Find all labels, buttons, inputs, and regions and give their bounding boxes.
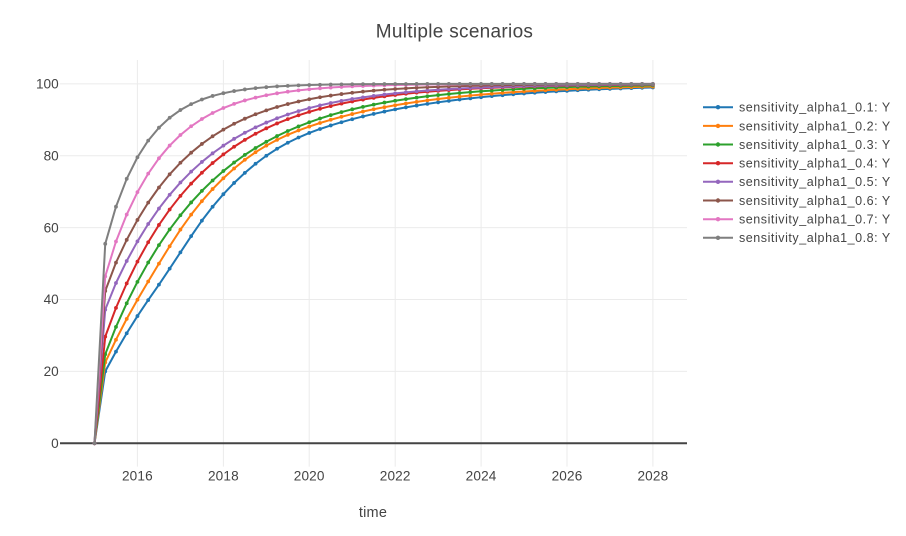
svg-text:Multiple scenarios: Multiple scenarios <box>376 21 533 42</box>
svg-text:sensitivity_alpha1_0.4: Y: sensitivity_alpha1_0.4: Y <box>739 157 891 171</box>
svg-text:2024: 2024 <box>466 469 497 484</box>
svg-text:sensitivity_alpha1_0.8: Y: sensitivity_alpha1_0.8: Y <box>739 231 891 245</box>
svg-text:time: time <box>359 505 387 521</box>
svg-text:80: 80 <box>44 148 60 163</box>
svg-text:2020: 2020 <box>294 469 325 484</box>
svg-text:2026: 2026 <box>552 469 583 484</box>
svg-text:100: 100 <box>36 77 59 92</box>
svg-text:2028: 2028 <box>637 469 668 484</box>
svg-text:sensitivity_alpha1_0.6: Y: sensitivity_alpha1_0.6: Y <box>739 194 891 208</box>
svg-text:2022: 2022 <box>380 469 411 484</box>
svg-text:40: 40 <box>44 292 60 307</box>
svg-text:0: 0 <box>51 436 59 451</box>
svg-text:20: 20 <box>44 364 60 379</box>
svg-text:60: 60 <box>44 220 60 235</box>
svg-text:sensitivity_alpha1_0.1: Y: sensitivity_alpha1_0.1: Y <box>739 101 891 115</box>
svg-text:2018: 2018 <box>208 469 239 484</box>
svg-text:sensitivity_alpha1_0.3: Y: sensitivity_alpha1_0.3: Y <box>739 138 891 152</box>
svg-text:sensitivity_alpha1_0.2: Y: sensitivity_alpha1_0.2: Y <box>739 119 891 133</box>
svg-text:sensitivity_alpha1_0.7: Y: sensitivity_alpha1_0.7: Y <box>739 213 891 227</box>
svg-text:sensitivity_alpha1_0.5: Y: sensitivity_alpha1_0.5: Y <box>739 175 891 189</box>
svg-text:2016: 2016 <box>122 469 153 484</box>
